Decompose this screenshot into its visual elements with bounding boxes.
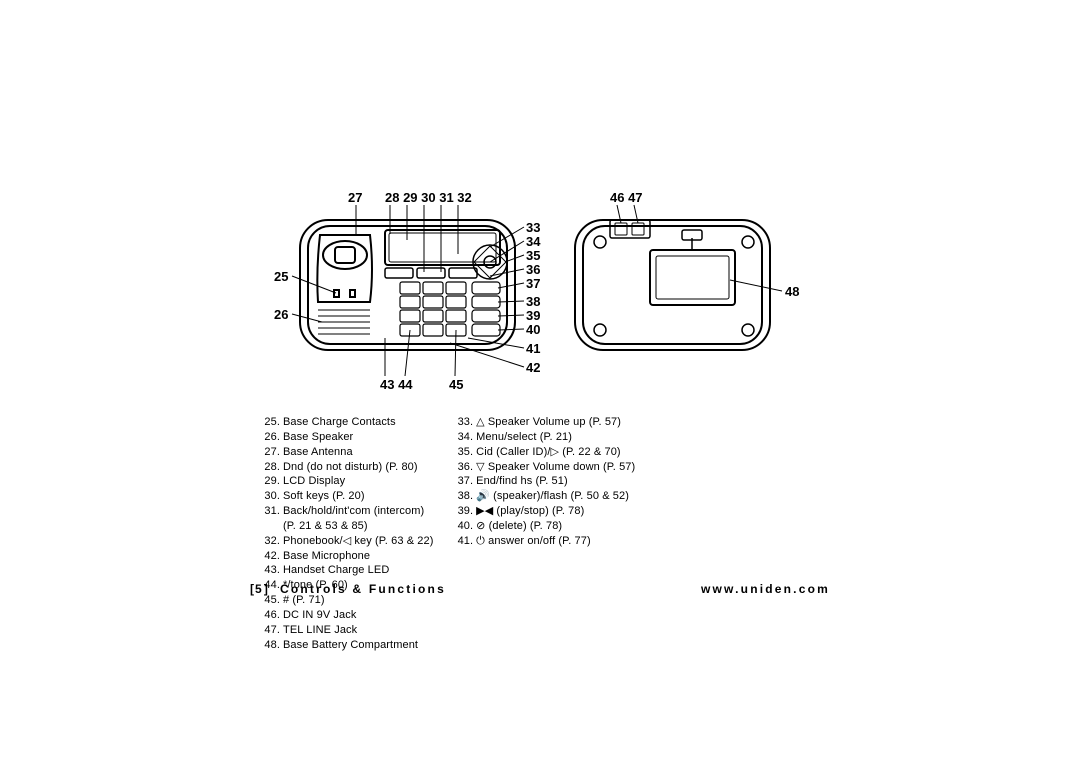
callout-37: 37 xyxy=(526,276,540,291)
legend-text: Menu/select (P. 21) xyxy=(476,430,658,445)
footer-section: [5] Controls & Functions xyxy=(250,582,446,596)
legend-row: 46.DC IN 9V Jack xyxy=(260,608,420,623)
callout-48: 48 xyxy=(785,284,799,299)
legend-text: Base Charge Contacts xyxy=(283,415,450,430)
legend-text: (P. 21 & 53 & 85) xyxy=(283,519,450,534)
callout-43-44: 43 44 xyxy=(380,377,413,392)
legend-text: ▶◀ (play/stop) (P. 78) xyxy=(476,504,658,519)
legend-text: Base Battery Compartment xyxy=(283,638,420,653)
manual-page: 27 28 29 30 31 32 46 47 25 26 33 34 35 3… xyxy=(0,0,1080,763)
legend-row: 36.▽ Speaker Volume down (P. 57) xyxy=(453,460,658,475)
legend-num: 28. xyxy=(260,460,283,475)
legend-row: 34.Menu/select (P. 21) xyxy=(453,430,658,445)
legend-text: Phonebook/◁ key (P. 63 & 22) xyxy=(283,534,450,549)
legend-text: TEL LINE Jack xyxy=(283,623,420,638)
legend-num: 25. xyxy=(260,415,283,430)
legend-num: 47. xyxy=(260,623,283,638)
callout-41: 41 xyxy=(526,341,540,356)
legend-row: 27.Base Antenna xyxy=(260,445,450,460)
legend-num: 27. xyxy=(260,445,283,460)
legend-row: 47.TEL LINE Jack xyxy=(260,623,420,638)
callout-33: 33 xyxy=(526,220,540,235)
legend-row: 40.⊘ (delete) (P. 78) xyxy=(453,519,658,534)
legend-text: Base Antenna xyxy=(283,445,450,460)
legend-num: 42. xyxy=(260,549,283,564)
legend-num: 39. xyxy=(453,504,476,519)
legend-num: 29. xyxy=(260,474,283,489)
legend-col-3: 42.Base Microphone43.Handset Charge LED4… xyxy=(260,549,420,653)
legend-text: 🔊 (speaker)/flash (P. 50 & 52) xyxy=(476,489,658,504)
legend-num: 26. xyxy=(260,430,283,445)
legend-num: 48. xyxy=(260,638,283,653)
legend-row: 39.▶◀ (play/stop) (P. 78) xyxy=(453,504,658,519)
legend-row: 26.Base Speaker xyxy=(260,430,450,445)
section-title: Controls & Functions xyxy=(280,582,446,596)
footer-url: www.uniden.com xyxy=(701,582,830,596)
legend-row: 41.⏻ answer on/off (P. 77) xyxy=(453,534,658,549)
legend: 25.Base Charge Contacts26.Base Speaker27… xyxy=(260,415,820,653)
callout-40: 40 xyxy=(526,322,540,337)
legend-text: Soft keys (P. 20) xyxy=(283,489,450,504)
callout-39: 39 xyxy=(526,308,540,323)
device-diagram xyxy=(250,190,840,390)
callout-36: 36 xyxy=(526,262,540,277)
legend-num: 35. xyxy=(453,445,476,460)
legend-row: 30.Soft keys (P. 20) xyxy=(260,489,450,504)
legend-text: Base Speaker xyxy=(283,430,450,445)
legend-text: ⊘ (delete) (P. 78) xyxy=(476,519,658,534)
legend-col-1: 25.Base Charge Contacts26.Base Speaker27… xyxy=(260,415,450,549)
page-footer: [5] Controls & Functions www.uniden.com xyxy=(250,582,830,596)
legend-text: End/find hs (P. 51) xyxy=(476,474,658,489)
legend-num: 46. xyxy=(260,608,283,623)
callout-45: 45 xyxy=(449,377,463,392)
legend-row: 42.Base Microphone xyxy=(260,549,420,564)
legend-row: 38.🔊 (speaker)/flash (P. 50 & 52) xyxy=(453,489,658,504)
legend-col-2: 33.△ Speaker Volume up (P. 57)34.Menu/se… xyxy=(453,415,658,549)
legend-num: 43. xyxy=(260,563,283,578)
legend-row: (P. 21 & 53 & 85) xyxy=(260,519,450,534)
legend-row: 28.Dnd (do not disturb) (P. 80) xyxy=(260,460,450,475)
legend-row: 32.Phonebook/◁ key (P. 63 & 22) xyxy=(260,534,450,549)
legend-num: 33. xyxy=(453,415,476,430)
diagram-area: 27 28 29 30 31 32 46 47 25 26 33 34 35 3… xyxy=(250,190,840,390)
callout-27: 27 xyxy=(348,190,362,205)
legend-text: △ Speaker Volume up (P. 57) xyxy=(476,415,658,430)
legend-row: 31.Back/hold/int'com (intercom) xyxy=(260,504,450,519)
callout-28-32: 28 29 30 31 32 xyxy=(385,190,472,205)
legend-row: 48.Base Battery Compartment xyxy=(260,638,420,653)
legend-num: 32. xyxy=(260,534,283,549)
legend-text: Back/hold/int'com (intercom) xyxy=(283,504,450,519)
legend-text: Base Microphone xyxy=(283,549,420,564)
callout-34: 34 xyxy=(526,234,540,249)
legend-row: 33.△ Speaker Volume up (P. 57) xyxy=(453,415,658,430)
callout-42: 42 xyxy=(526,360,540,375)
legend-num: 34. xyxy=(453,430,476,445)
callout-46-47: 46 47 xyxy=(610,190,643,205)
legend-row: 29.LCD Display xyxy=(260,474,450,489)
legend-num: 30. xyxy=(260,489,283,504)
legend-row: 43.Handset Charge LED xyxy=(260,563,420,578)
legend-num: 41. xyxy=(453,534,476,549)
legend-text: Handset Charge LED xyxy=(283,563,420,578)
legend-num: 40. xyxy=(453,519,476,534)
callout-25: 25 xyxy=(274,269,288,284)
legend-text: Cid (Caller ID)/▷ (P. 22 & 70) xyxy=(476,445,658,460)
legend-text: ⏻ answer on/off (P. 77) xyxy=(476,534,658,549)
legend-num: 31. xyxy=(260,504,283,519)
legend-num: 38. xyxy=(453,489,476,504)
legend-num: 37. xyxy=(453,474,476,489)
legend-text: DC IN 9V Jack xyxy=(283,608,420,623)
callout-26: 26 xyxy=(274,307,288,322)
legend-text: ▽ Speaker Volume down (P. 57) xyxy=(476,460,658,475)
legend-text: LCD Display xyxy=(283,474,450,489)
callout-35: 35 xyxy=(526,248,540,263)
legend-row: 35.Cid (Caller ID)/▷ (P. 22 & 70) xyxy=(453,445,658,460)
legend-text: Dnd (do not disturb) (P. 80) xyxy=(283,460,450,475)
legend-row: 37.End/find hs (P. 51) xyxy=(453,474,658,489)
legend-num xyxy=(260,519,283,534)
callout-38: 38 xyxy=(526,294,540,309)
page-number: 5 xyxy=(255,582,264,596)
legend-row: 25.Base Charge Contacts xyxy=(260,415,450,430)
legend-num: 36. xyxy=(453,460,476,475)
